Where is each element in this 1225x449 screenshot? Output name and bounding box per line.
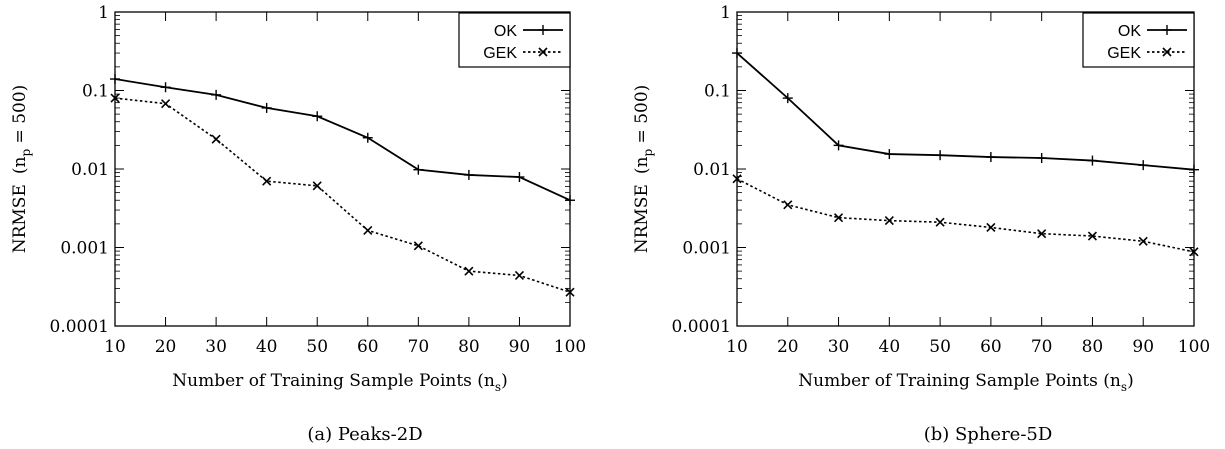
point-marker — [262, 176, 272, 186]
point-marker — [413, 241, 423, 251]
point-marker — [783, 200, 793, 210]
point-marker — [110, 93, 120, 103]
point-marker — [1138, 236, 1148, 246]
x-tick-label: 50 — [929, 337, 951, 357]
x-tick-label: 20 — [777, 337, 799, 357]
series-gek — [110, 93, 575, 297]
x-tick-label: 70 — [1031, 337, 1053, 357]
point-marker — [1162, 47, 1172, 57]
legend-label: OK — [494, 23, 517, 40]
legend-label: OK — [1118, 23, 1141, 40]
chart-panel-2: 0.0001 0.001 0.01 0.1 1 10 20 30 40 50 60 70 80 90 100… — [632, 3, 1210, 445]
x-tick-label: 90 — [509, 337, 531, 357]
y-tick-label: 0.1 — [704, 82, 731, 102]
y-tick-label: 0.0001 — [50, 317, 109, 337]
point-marker — [1189, 247, 1199, 257]
y-tick-label: 1 — [98, 3, 109, 23]
point-marker — [514, 270, 525, 281]
x-tick-label: 50 — [306, 337, 328, 357]
x-tick-label: 40 — [256, 337, 278, 357]
legend-label: GEK — [1107, 45, 1141, 62]
point-marker — [833, 213, 844, 223]
y-tick-label: 0.001 — [60, 239, 109, 259]
x-axis-label-end: ) — [501, 371, 508, 391]
point-marker — [538, 47, 548, 57]
y-tick-label: 0.01 — [71, 160, 109, 180]
series-line-gek — [114, 97, 571, 293]
legend: OK GEK — [1082, 12, 1195, 68]
y-axis-label: NRMSE(np = 500) — [632, 85, 655, 254]
point-marker — [732, 174, 742, 184]
y-axis-label: NRMSE(np = 500) — [10, 85, 33, 254]
y-axis-label-note-end: = 500) — [632, 85, 652, 149]
point-marker — [1087, 231, 1098, 241]
x-tick-label: 20 — [155, 337, 177, 357]
point-marker — [160, 99, 171, 109]
legend-box — [1082, 12, 1195, 68]
legend-label: GEK — [483, 45, 517, 62]
x-tick-label: 40 — [879, 337, 901, 357]
x-tick-label: 70 — [408, 337, 430, 357]
series-gek — [732, 174, 1199, 257]
point-marker — [211, 134, 221, 144]
point-marker — [935, 217, 945, 227]
y-tick-label: 0.1 — [82, 82, 109, 102]
series-line-ok — [736, 52, 1195, 171]
point-marker — [565, 287, 575, 297]
y-tick-label: 0.01 — [693, 160, 731, 180]
x-tick-label: 10 — [726, 337, 748, 357]
y-axis-label-subscript: p — [19, 149, 33, 157]
y-axis-label-note-end: = 500) — [10, 85, 30, 149]
y-tick-label: 1 — [720, 3, 731, 23]
point-marker — [1037, 229, 1047, 239]
series-line-gek — [736, 178, 1195, 253]
point-marker — [464, 266, 474, 276]
point-marker — [986, 222, 996, 233]
x-axis-label: Number of Training Sample Points (ns) — [798, 371, 1133, 394]
y-axis-label-subscript: p — [641, 149, 655, 157]
legend-box — [458, 12, 571, 68]
x-axis-label-subscript: s — [1121, 380, 1127, 394]
point-marker — [363, 225, 373, 235]
x-tick-label: 80 — [458, 337, 480, 357]
panel-caption: (a) Peaks-2D — [307, 424, 422, 445]
x-tick-label: 90 — [1132, 337, 1154, 357]
point-marker — [312, 181, 322, 191]
series-ok — [732, 48, 1199, 175]
x-tick-label: 60 — [357, 337, 379, 357]
x-axis-label-subscript: s — [495, 380, 501, 394]
y-axis-label-note: (n — [632, 157, 652, 175]
series-line-ok — [114, 78, 571, 202]
series-ok — [110, 74, 575, 206]
legend: OK GEK — [458, 12, 571, 68]
x-tick-label: 100 — [1178, 337, 1210, 357]
x-axis-label-end: ) — [1127, 371, 1134, 391]
x-tick-label: 80 — [1082, 337, 1104, 357]
x-tick-label: 100 — [554, 337, 586, 357]
chart-panel-1: 0.0001 0.001 0.01 0.1 1 10 20 30 40 50 60 70 80 90 100… — [10, 3, 586, 445]
x-tick-label: 10 — [104, 337, 126, 357]
x-tick-label: 60 — [980, 337, 1002, 357]
x-axis-label: Number of Training Sample Points (ns) — [172, 371, 507, 394]
x-tick-label: 30 — [828, 337, 850, 357]
y-tick-label: 0.0001 — [672, 317, 731, 337]
point-marker — [884, 216, 894, 226]
y-tick-label: 0.001 — [682, 239, 731, 259]
x-tick-label: 30 — [205, 337, 227, 357]
panel-caption: (b) Sphere-5D — [924, 424, 1053, 445]
y-axis-label-note: (n — [10, 157, 30, 175]
